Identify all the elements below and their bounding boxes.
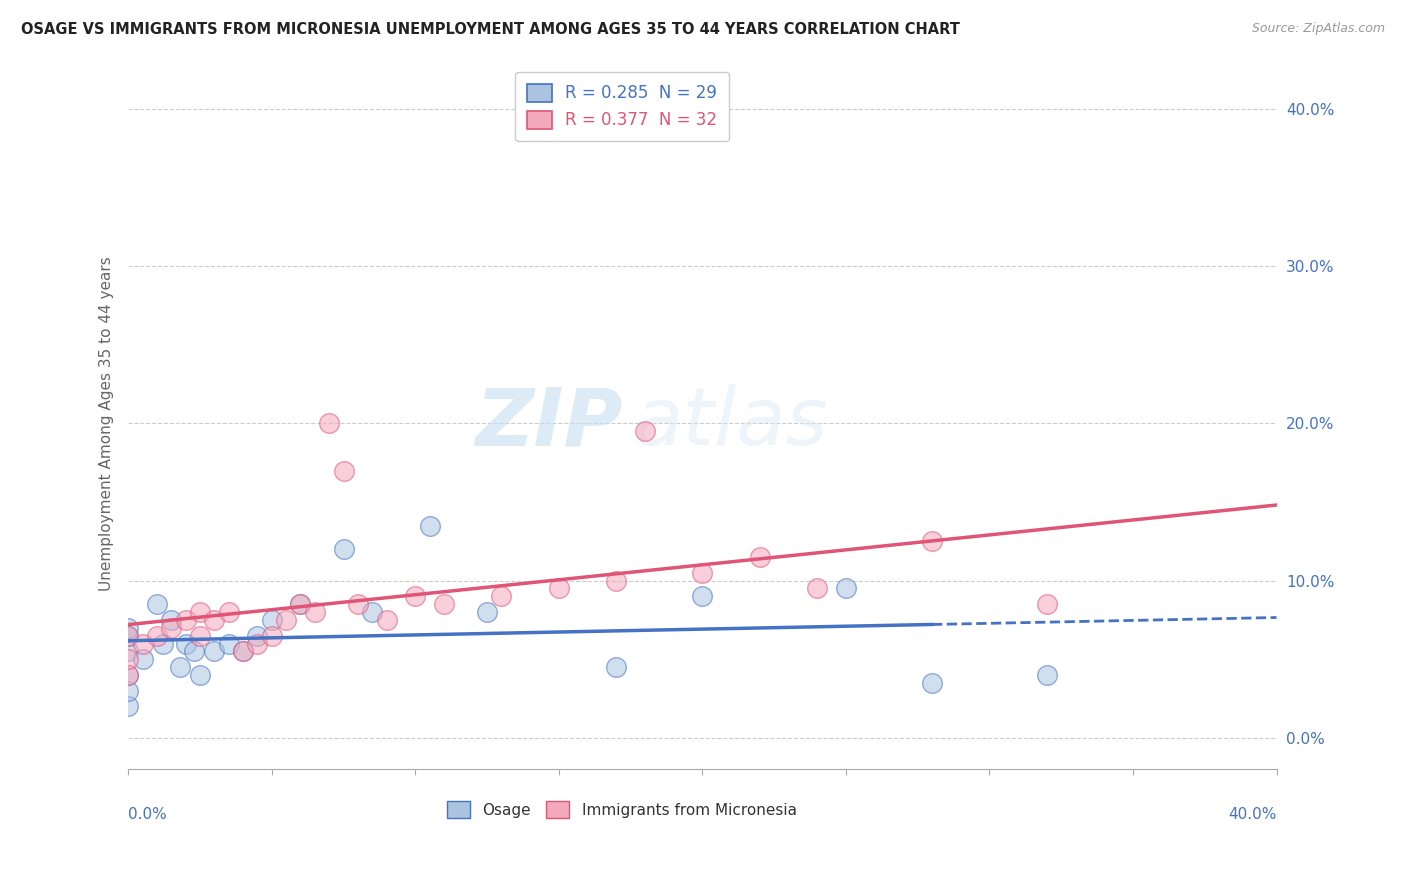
Text: OSAGE VS IMMIGRANTS FROM MICRONESIA UNEMPLOYMENT AMONG AGES 35 TO 44 YEARS CORRE: OSAGE VS IMMIGRANTS FROM MICRONESIA UNEM… xyxy=(21,22,960,37)
Point xyxy=(332,464,354,478)
Point xyxy=(117,668,139,682)
Point xyxy=(218,636,240,650)
Point xyxy=(433,597,456,611)
Point xyxy=(692,566,714,580)
Point xyxy=(491,590,513,604)
Text: 0.0%: 0.0% xyxy=(128,807,167,822)
Point xyxy=(174,613,197,627)
Point xyxy=(117,644,139,658)
Point xyxy=(361,605,384,619)
Point xyxy=(117,621,139,635)
Point xyxy=(202,644,225,658)
Point xyxy=(835,582,858,596)
Point xyxy=(188,668,211,682)
Point xyxy=(692,590,714,604)
Point xyxy=(117,683,139,698)
Point xyxy=(246,636,269,650)
Point xyxy=(605,574,627,588)
Point xyxy=(146,597,169,611)
Point xyxy=(131,636,153,650)
Point xyxy=(921,675,943,690)
Text: 40.0%: 40.0% xyxy=(1229,807,1277,822)
Point xyxy=(404,590,426,604)
Point xyxy=(202,613,225,627)
Point xyxy=(117,699,139,714)
Point xyxy=(152,636,174,650)
Point xyxy=(304,605,326,619)
Y-axis label: Unemployment Among Ages 35 to 44 years: Unemployment Among Ages 35 to 44 years xyxy=(100,256,114,591)
Point xyxy=(276,613,298,627)
Point xyxy=(188,629,211,643)
Point xyxy=(160,621,183,635)
Legend: Osage, Immigrants from Micronesia: Osage, Immigrants from Micronesia xyxy=(441,795,803,824)
Point xyxy=(1036,668,1059,682)
Point xyxy=(419,518,441,533)
Point xyxy=(146,629,169,643)
Point xyxy=(117,668,139,682)
Point xyxy=(475,605,498,619)
Text: ZIP: ZIP xyxy=(475,384,621,462)
Point xyxy=(160,613,183,627)
Point xyxy=(375,613,398,627)
Point xyxy=(117,629,139,643)
Point xyxy=(232,644,254,658)
Point xyxy=(131,652,153,666)
Point xyxy=(332,542,354,557)
Point xyxy=(218,605,240,619)
Point xyxy=(605,660,627,674)
Text: atlas: atlas xyxy=(634,384,828,462)
Point xyxy=(246,629,269,643)
Point xyxy=(347,597,370,611)
Point xyxy=(188,605,211,619)
Point xyxy=(547,582,569,596)
Point xyxy=(748,549,770,564)
Text: Source: ZipAtlas.com: Source: ZipAtlas.com xyxy=(1251,22,1385,36)
Point xyxy=(260,629,283,643)
Point xyxy=(290,597,312,611)
Point xyxy=(183,644,205,658)
Point xyxy=(318,417,340,431)
Point xyxy=(232,644,254,658)
Point xyxy=(260,613,283,627)
Point xyxy=(174,636,197,650)
Point xyxy=(634,424,657,438)
Point xyxy=(921,534,943,549)
Point xyxy=(117,629,139,643)
Point xyxy=(806,582,828,596)
Point xyxy=(169,660,191,674)
Point xyxy=(1036,597,1059,611)
Point xyxy=(290,597,312,611)
Point xyxy=(117,652,139,666)
